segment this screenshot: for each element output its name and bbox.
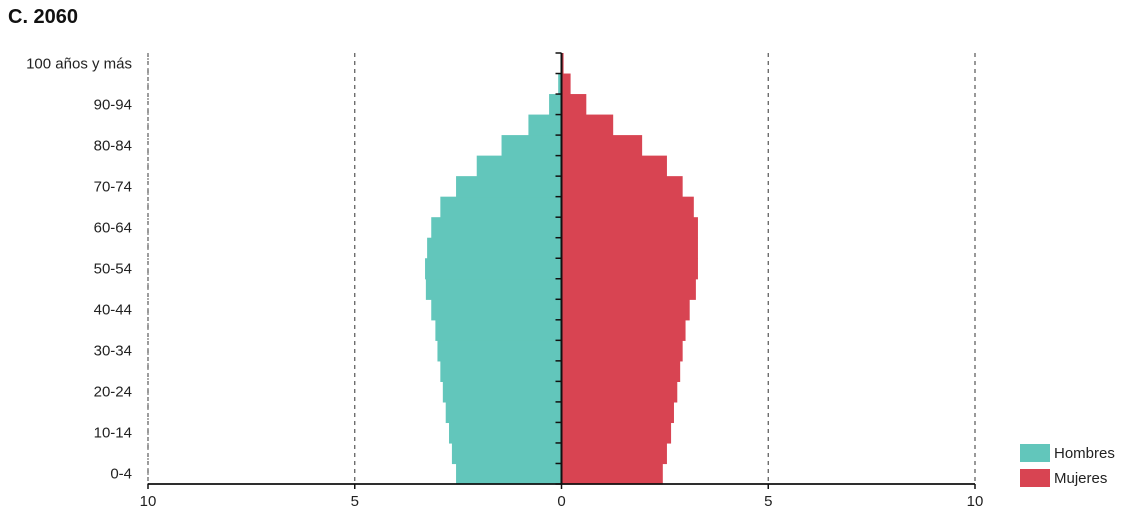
bar-hombres bbox=[449, 422, 562, 444]
bar-hombres bbox=[456, 463, 562, 485]
bar-mujeres bbox=[561, 463, 663, 485]
bar-hombres bbox=[445, 401, 562, 424]
bar-mujeres bbox=[561, 278, 696, 300]
bar-hombres bbox=[558, 73, 562, 95]
bar-mujeres bbox=[561, 258, 698, 280]
x-tick-label: 10 bbox=[967, 493, 984, 510]
bar-mujeres bbox=[561, 196, 694, 218]
legend-swatch bbox=[1020, 444, 1050, 462]
y-tick-label: 70-74 bbox=[94, 178, 132, 195]
y-tick-label: 20-24 bbox=[94, 384, 132, 401]
y-tick-label: 50-54 bbox=[94, 261, 132, 278]
bar-hombres bbox=[425, 278, 562, 300]
bar-mujeres bbox=[561, 340, 683, 362]
y-tick-label: 30-34 bbox=[94, 343, 132, 360]
bar-hombres bbox=[431, 299, 562, 321]
y-tick-label: 90-94 bbox=[94, 96, 132, 113]
x-tick-label: 5 bbox=[764, 493, 772, 510]
bar-mujeres bbox=[561, 176, 683, 198]
bar-hombres bbox=[442, 381, 562, 403]
y-tick-label: 40-44 bbox=[94, 302, 132, 319]
bar-hombres bbox=[549, 94, 562, 116]
bar-hombres bbox=[425, 258, 562, 280]
bar-mujeres bbox=[561, 422, 672, 444]
x-tick-label: 10 bbox=[140, 493, 157, 510]
bar-mujeres bbox=[561, 442, 667, 465]
bar-hombres bbox=[456, 176, 562, 198]
bar-mujeres bbox=[561, 319, 686, 341]
bar-hombres bbox=[528, 114, 562, 136]
bar-mujeres bbox=[561, 237, 698, 259]
chart-title: C. 2060 bbox=[8, 6, 79, 28]
bar-hombres bbox=[451, 442, 562, 465]
legend-swatch bbox=[1020, 469, 1050, 487]
bar-hombres bbox=[437, 340, 562, 362]
x-tick-label: 0 bbox=[557, 493, 565, 510]
bar-hombres bbox=[440, 360, 562, 382]
bar-mujeres bbox=[561, 381, 678, 403]
bar-hombres bbox=[435, 319, 562, 341]
y-tick-label: 0-4 bbox=[110, 466, 132, 483]
bar-hombres bbox=[431, 217, 562, 239]
bar-hombres bbox=[501, 135, 562, 157]
bar-mujeres bbox=[561, 360, 681, 382]
y-tick-label: 60-64 bbox=[94, 219, 132, 236]
bar-hombres bbox=[427, 237, 562, 259]
x-tick-label: 5 bbox=[351, 493, 359, 510]
bar-mujeres bbox=[561, 217, 698, 239]
bar-hombres bbox=[476, 155, 562, 177]
y-tick-label: 10-14 bbox=[94, 425, 132, 442]
bar-mujeres bbox=[561, 94, 587, 116]
bar-mujeres bbox=[561, 114, 614, 136]
legend-label: Hombres bbox=[1054, 445, 1115, 462]
bar-mujeres bbox=[561, 73, 571, 95]
bar-mujeres bbox=[561, 401, 674, 424]
bar-hombres bbox=[440, 196, 562, 218]
y-tick-label: 80-84 bbox=[94, 137, 132, 154]
bar-mujeres bbox=[561, 155, 667, 177]
y-tick-label: 100 años y más bbox=[26, 55, 132, 72]
legend-label: Mujeres bbox=[1054, 470, 1107, 487]
bar-mujeres bbox=[561, 53, 564, 75]
bar-mujeres bbox=[561, 135, 643, 157]
bar-mujeres bbox=[561, 299, 690, 321]
